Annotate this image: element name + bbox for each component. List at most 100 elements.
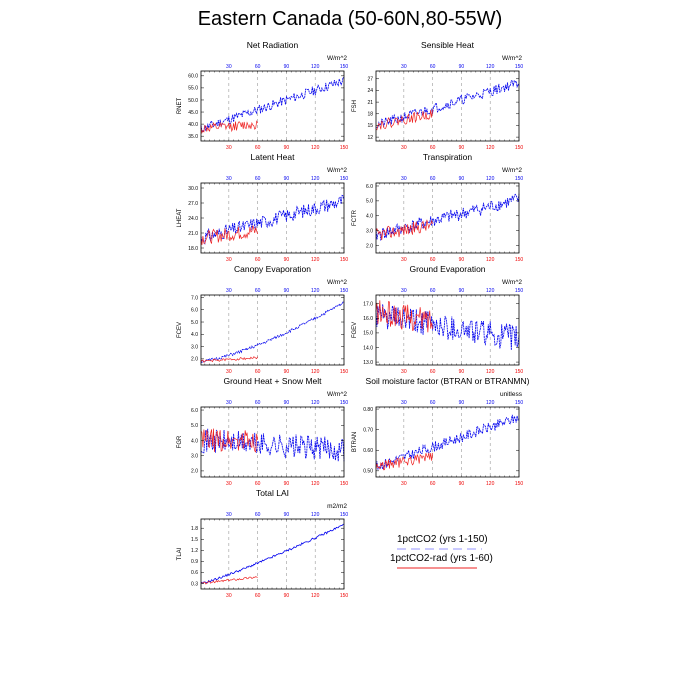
x-bottom-tick-label: 90 [284,257,290,263]
y-tick-label: 0.50 [363,469,373,475]
y-tick-label: 1.8 [191,526,198,532]
x-top-tick-label: 150 [515,288,524,294]
y-axis-label: TLAI [177,547,183,560]
plot-frame [200,294,345,366]
series-1pctCO2-rad [200,428,258,453]
x-top-tick-label: 30 [401,176,407,182]
y-tick-label: 6.0 [191,408,198,414]
panel-title: Ground Heat + Snow Melt [223,376,322,386]
x-bottom-tick-label: 150 [340,257,349,263]
x-top-tick-label: 60 [430,288,436,294]
x-bottom-tick-label: 90 [284,369,290,375]
figure-title: Eastern Canada (50-60N,80-55W) [197,8,503,30]
panel-title: Net Radiation [247,40,299,50]
x-top-tick-label: 60 [255,64,261,70]
y-tick-label: 15.0 [363,331,373,337]
y-tick-label: 4.0 [191,332,198,338]
x-top-tick-label: 30 [226,64,232,70]
y-tick-label: 14.0 [363,345,373,351]
y-tick-label: 2.0 [191,357,198,363]
x-top-tick-label: 90 [284,400,290,406]
x-bottom-tick-label: 120 [486,257,495,263]
y-tick-label: 4.0 [191,438,198,444]
x-top-tick-label: 60 [255,288,261,294]
x-top-tick-label: 30 [401,64,407,70]
y-tick-label: 45.0 [188,110,198,116]
x-bottom-tick-label: 30 [401,145,407,151]
y-axis-label: RNET [177,98,183,115]
x-bottom-tick-label: 150 [340,145,349,151]
plot-frame [375,70,520,142]
series-1pctCO2 [375,193,520,242]
x-top-tick-label: 90 [284,288,290,294]
units-label: W/m^2 [327,167,347,174]
x-top-tick-label: 90 [459,64,465,70]
x-bottom-tick-label: 90 [459,369,465,375]
y-axis-label: LHEAT [177,208,183,227]
x-bottom-tick-label: 60 [430,257,436,263]
x-bottom-tick-label: 90 [284,481,290,487]
x-bottom-tick-label: 120 [486,369,495,375]
y-tick-label: 12 [367,135,373,141]
units-label: W/m^2 [502,167,522,174]
x-top-tick-label: 90 [284,176,290,182]
series-1pctCO2 [200,523,345,585]
x-bottom-tick-label: 120 [311,257,320,263]
x-bottom-tick-label: 150 [515,369,524,375]
x-bottom-tick-label: 30 [226,369,232,375]
y-tick-label: 17.0 [363,302,373,308]
series-1pctCO2-rad [375,219,433,241]
y-axis-label: BTRAN [352,432,358,452]
x-bottom-tick-label: 30 [226,145,232,151]
plot-frame [375,294,520,366]
series-1pctCO2 [200,194,345,245]
x-top-tick-label: 150 [515,176,524,182]
y-tick-label: 5.0 [191,320,198,326]
x-bottom-tick-label: 150 [515,257,524,263]
x-top-tick-label: 60 [255,400,261,406]
y-tick-label: 60.0 [188,74,198,80]
x-top-tick-label: 150 [340,288,349,294]
x-bottom-tick-label: 90 [284,593,290,599]
panel-title: Soil moisture factor (BTRAN or BTRANMN) [366,376,530,386]
x-bottom-tick-label: 60 [255,145,261,151]
series-1pctCO2-rad [375,452,433,471]
panel-fcev: Canopy Evaporation W/m^2 FCEV 2.0 3.0 4.0 5.0 6… [177,264,348,375]
x-top-tick-label: 90 [459,288,465,294]
x-top-tick-label: 60 [430,64,436,70]
x-bottom-tick-label: 120 [311,593,320,599]
y-tick-label: 24 [367,88,373,94]
x-top-tick-label: 90 [284,512,290,518]
x-bottom-tick-label: 90 [459,145,465,151]
y-tick-label: 2.0 [366,243,373,249]
x-top-tick-label: 60 [255,512,261,518]
y-axis-label: FGEV [352,322,358,338]
y-tick-label: 24.0 [188,216,198,222]
plot-frame [375,182,520,254]
x-bottom-tick-label: 60 [255,369,261,375]
x-top-tick-label: 90 [459,176,465,182]
y-tick-label: 7.0 [191,295,198,301]
x-bottom-tick-label: 120 [311,369,320,375]
x-bottom-tick-label: 60 [255,481,261,487]
x-top-tick-label: 120 [311,176,320,182]
legend-label-1pctCO2-rad: 1pctCO2-rad (yrs 1-60) [390,553,493,564]
y-tick-label: 0.6 [191,570,198,576]
units-label: W/m^2 [327,391,347,398]
y-tick-label: 55.0 [188,86,198,92]
x-top-tick-label: 120 [311,64,320,70]
x-bottom-tick-label: 30 [401,369,407,375]
series-1pctCO2-rad [200,225,258,245]
y-tick-label: 30.0 [188,186,198,192]
y-axis-label: FSH [352,100,358,112]
x-bottom-tick-label: 30 [401,257,407,263]
panel-title: Canopy Evaporation [234,264,311,274]
panel-title: Total LAI [256,488,289,498]
plot-frame [200,182,345,254]
legend-label-1pctCO2: 1pctCO2 (yrs 1-150) [397,534,488,545]
y-tick-label: 5.0 [191,423,198,429]
legend: 1pctCO2 (yrs 1-150) 1pctCO2-rad (yrs 1-6… [390,534,493,569]
series-1pctCO2 [200,428,345,462]
x-top-tick-label: 120 [311,288,320,294]
